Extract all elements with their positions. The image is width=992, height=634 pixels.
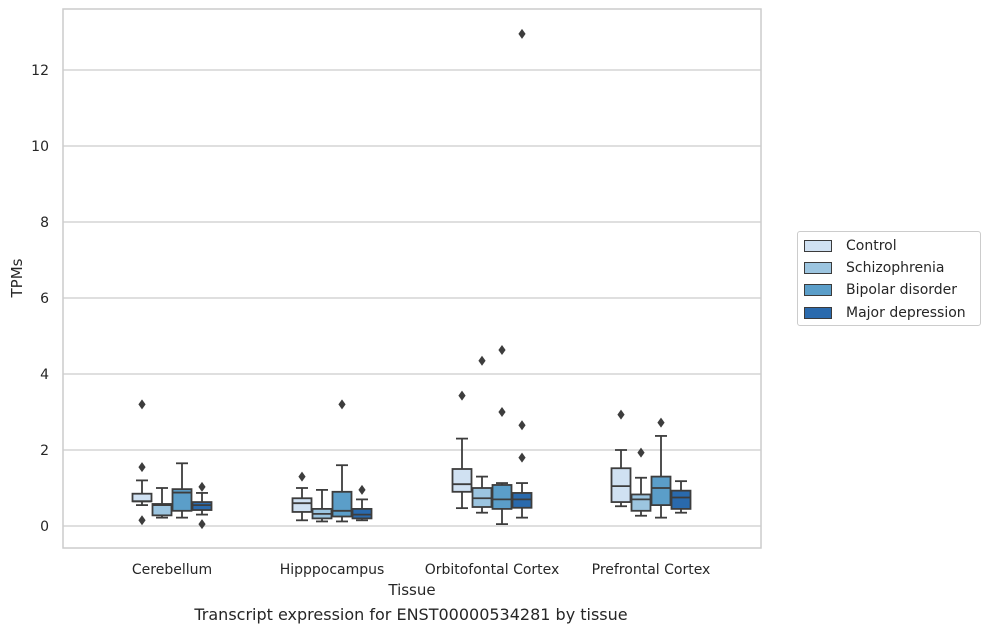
box-3-2	[511, 28, 533, 519]
x-axis-label: Tissue	[387, 581, 435, 599]
box-iqr	[131, 492, 153, 503]
box-iqr	[171, 488, 193, 512]
outlier-point	[298, 471, 306, 482]
box-iqr	[650, 475, 672, 507]
y-tick-label: 4	[40, 367, 49, 383]
outlier-point	[198, 519, 206, 530]
box-iqr	[331, 490, 353, 518]
outlier-point	[498, 407, 506, 417]
outlier-point	[458, 390, 466, 401]
y-tick-label: 12	[31, 63, 49, 79]
box-1-0	[151, 487, 173, 519]
legend-swatch-bipolar-disorder	[804, 284, 832, 296]
outlier-point	[338, 399, 346, 410]
outlier-point	[637, 447, 645, 458]
legend-label-schizophrenia: Schizophrenia	[846, 260, 945, 276]
y-tick-label: 0	[40, 519, 49, 535]
y-tick-labels: 0 2 4 6 8 10 12	[31, 63, 49, 535]
box-0-2	[451, 390, 473, 510]
outlier-point	[518, 452, 526, 463]
legend-swatch-control	[804, 240, 832, 252]
y-tick-label: 10	[31, 139, 49, 155]
legend: Control Schizophrenia Bipolar disorder M…	[797, 231, 981, 326]
outlier-point	[138, 399, 146, 410]
x-tick-labels: Cerebellum Hipppocampus Orbitofontal Corte…	[132, 562, 710, 578]
box-1-3	[630, 447, 652, 517]
outlier-point	[657, 417, 665, 428]
box-3-3	[670, 480, 692, 514]
y-axis-label: TPMs	[8, 258, 26, 298]
box-3-0	[191, 481, 213, 530]
box-iqr	[630, 493, 652, 512]
boxes	[131, 28, 692, 530]
box-1-2	[471, 355, 493, 514]
box-1-1	[311, 488, 333, 523]
box-iqr	[610, 467, 632, 503]
outlier-point	[138, 462, 146, 473]
chart-caption: Transcript expression for ENST0000053428…	[194, 605, 628, 624]
legend-swatch-schizophrenia	[804, 262, 832, 274]
outlier-point	[138, 515, 146, 526]
box-iqr	[451, 468, 473, 493]
legend-label-bipolar-disorder: Bipolar disorder	[846, 282, 958, 298]
x-tick-label: Orbitofontal Cortex	[425, 562, 560, 578]
y-tick-label: 8	[40, 215, 49, 231]
y-tick-label: 6	[40, 291, 49, 307]
box-iqr	[191, 501, 213, 511]
legend-label-major-depression: Major depression	[846, 305, 966, 321]
box-iqr	[670, 489, 692, 510]
outlier-point	[198, 481, 206, 492]
x-tick-label: Hipppocampus	[280, 562, 385, 578]
plot-frame	[62, 8, 762, 549]
box-3-1	[351, 484, 373, 522]
box-iqr	[491, 484, 513, 510]
legend-item-control: Control	[804, 235, 897, 257]
y-tick-label: 2	[40, 443, 49, 459]
legend-swatch-major-depression	[804, 307, 832, 319]
outlier-point	[478, 355, 486, 366]
box-0-3	[610, 409, 632, 508]
box-iqr	[151, 503, 173, 517]
box-iqr	[291, 497, 313, 513]
outlier-point	[358, 484, 366, 495]
outlier-point	[518, 420, 526, 431]
outlier-point	[498, 345, 506, 356]
outlier-point	[518, 28, 526, 39]
box-0-0	[131, 399, 153, 526]
box-2-2	[491, 345, 513, 525]
legend-item-bipolar-disorder: Bipolar disorder	[804, 279, 957, 301]
box-2-1	[331, 399, 353, 523]
legend-label-control: Control	[846, 238, 897, 254]
box-2-3	[650, 417, 672, 519]
box-iqr	[351, 507, 373, 520]
box-0-1	[291, 471, 313, 522]
gridlines	[63, 69, 761, 527]
legend-item-major-depression: Major depression	[804, 302, 966, 324]
legend-item-schizophrenia: Schizophrenia	[804, 257, 944, 279]
outlier-point	[617, 409, 625, 420]
x-tick-label: Cerebellum	[132, 562, 212, 578]
box-2-0	[171, 462, 193, 519]
x-tick-label: Prefrontal Cortex	[592, 562, 711, 578]
box-iqr	[511, 492, 533, 509]
